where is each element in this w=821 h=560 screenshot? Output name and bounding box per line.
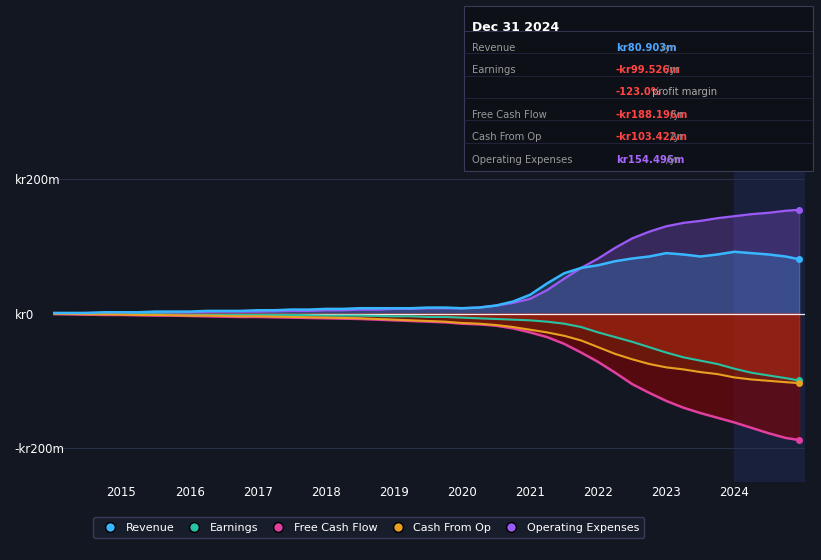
Text: /yr: /yr (667, 110, 684, 120)
Text: -kr103.422m: -kr103.422m (616, 132, 688, 142)
Text: -kr99.526m: -kr99.526m (616, 65, 681, 75)
Text: profit margin: profit margin (649, 87, 717, 97)
Text: /yr: /yr (663, 65, 679, 75)
Text: -123.0%: -123.0% (616, 87, 662, 97)
Text: Free Cash Flow: Free Cash Flow (472, 110, 547, 120)
Bar (735, 146, 806, 482)
Text: Operating Expenses: Operating Expenses (472, 155, 572, 165)
Text: /yr: /yr (663, 155, 679, 165)
Text: /yr: /yr (667, 132, 684, 142)
Text: -kr188.196m: -kr188.196m (616, 110, 688, 120)
Text: Cash From Op: Cash From Op (472, 132, 542, 142)
Text: /yr: /yr (658, 43, 675, 53)
Legend: Revenue, Earnings, Free Cash Flow, Cash From Op, Operating Expenses: Revenue, Earnings, Free Cash Flow, Cash … (94, 517, 644, 538)
Text: kr80.903m: kr80.903m (616, 43, 677, 53)
Text: Dec 31 2024: Dec 31 2024 (472, 21, 559, 34)
Text: Earnings: Earnings (472, 65, 516, 75)
Text: Revenue: Revenue (472, 43, 516, 53)
Text: kr154.496m: kr154.496m (616, 155, 684, 165)
